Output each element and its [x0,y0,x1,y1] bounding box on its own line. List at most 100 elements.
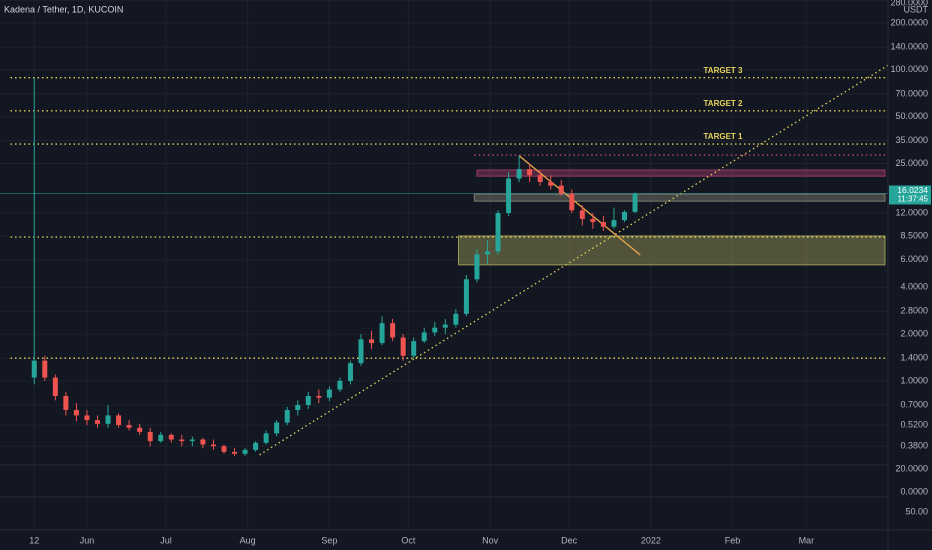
candle-body [421,332,427,342]
candle-body [484,251,490,255]
x-tick-label: Mar [799,535,815,545]
candle-body [347,363,353,381]
candle-body [474,254,480,280]
candle-body [232,451,238,454]
x-tick-label: Dec [561,535,578,545]
level-label: TARGET 1 [704,132,744,141]
y-tick-label: 0.7000 [900,399,928,409]
level-label: TARGET 2 [704,99,744,108]
candle-body [463,279,469,314]
y-tick-label: 100.0000 [890,64,928,74]
candle-body [158,434,164,442]
candle-body [632,193,638,212]
candle-body [590,218,596,223]
y-tick-label: 1.4000 [900,353,928,363]
candle-body [442,324,448,328]
candle-body [263,433,269,443]
x-tick-label: Nov [482,535,499,545]
x-tick-label: 12 [29,535,39,545]
zone [476,169,886,177]
candle-body [42,360,48,378]
candle-body [305,395,311,406]
candle-body [31,360,37,378]
last-price-box [889,185,931,205]
candle-body [94,420,100,424]
candle-body [548,181,554,186]
y-tick-label: 0.3800 [900,441,928,451]
x-tick-label: Aug [240,535,256,545]
trend-line [518,155,641,256]
candle-body [63,395,69,411]
x-tick-label: Sep [321,535,337,545]
candle-body [495,213,501,252]
candle-body [516,169,522,179]
candle-body [621,211,627,221]
candle-body [200,439,206,445]
y-tick-label: 4.0000 [900,282,928,292]
y-tick-label: 1.0000 [900,375,928,385]
candle-body [116,415,122,426]
candle-body [569,193,575,211]
candle-body [379,323,385,344]
candle-body [189,439,195,442]
candle-body [579,210,585,219]
countdown-label: 11:37:45 [897,195,928,204]
candle-body [527,169,533,176]
candle-body [326,389,332,398]
candle-body [411,341,417,356]
y-tick-label: 12.0000 [895,207,928,217]
trend-line [259,64,889,456]
y-tick-label: 70.0000 [895,88,928,98]
candle-body [295,405,301,411]
candle-body [147,431,153,442]
candle-body [210,444,216,447]
candle-body [558,185,564,194]
candle-body [611,220,617,227]
candle-body [274,422,280,434]
candle-body [400,337,406,356]
candle-body [52,377,58,396]
candle-body [537,175,543,182]
candle-body [179,439,185,442]
y-tick-label: 280.0000 [890,0,928,7]
zone [473,193,886,202]
candle-body [432,327,438,333]
y-tick-label: 140.0000 [890,41,928,51]
pane-axis-label: 20.0000 [895,463,928,473]
pane-axis-label: 0.0000 [900,486,928,496]
y-tick-label: 2.0000 [900,328,928,338]
y-tick-label: 50.0000 [895,111,928,121]
candle-body [126,425,132,428]
candle-body [284,410,290,423]
x-tick-label: 2022 [641,535,661,545]
y-tick-label: 2.8000 [900,306,928,316]
x-tick-label: Feb [725,535,741,545]
x-tick-label: Jun [80,535,95,545]
y-tick-label: 200.0000 [890,17,928,27]
chart-title: Kadena / Tether, 1D, KUCOIN [4,4,123,14]
x-tick-label: Jul [160,535,172,545]
zone [457,235,886,266]
candle-body [253,442,259,450]
candle-body [105,415,111,424]
candle-body [316,395,322,398]
x-tick-label: Oct [401,535,416,545]
candle-body [168,434,174,440]
candle-body [221,446,227,452]
y-tick-label: 35.0000 [895,135,928,145]
candle-body [453,313,459,325]
candle-body [390,323,396,338]
candle-body [369,339,375,344]
y-tick-label: 8.5000 [900,231,928,241]
last-price-label: 16.0234 [897,185,928,195]
candle-body [600,222,606,227]
axis-unit: USDT [904,4,929,14]
candle-body [84,415,90,421]
candle-body [337,380,343,390]
candle-body [506,178,512,214]
candle-body [73,410,79,416]
y-tick-label: 25.0000 [895,158,928,168]
candle-body [358,339,364,364]
pane-axis-label: 50.00 [905,506,928,516]
